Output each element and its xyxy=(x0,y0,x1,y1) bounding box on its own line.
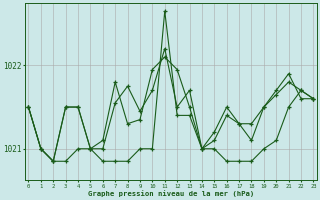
X-axis label: Graphe pression niveau de la mer (hPa): Graphe pression niveau de la mer (hPa) xyxy=(88,190,254,197)
